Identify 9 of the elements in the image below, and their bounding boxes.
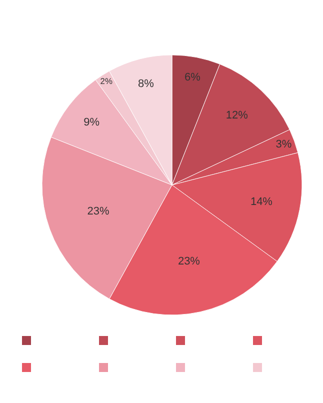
data-label: 9% <box>84 116 100 129</box>
data-label: 3% <box>276 138 292 151</box>
data-label: 6% <box>184 71 201 84</box>
data-label: 23% <box>178 255 200 268</box>
data-label: 2% <box>100 76 113 86</box>
data-label: 14% <box>250 196 273 208</box>
data-label: 12% <box>226 110 248 122</box>
data-label: 8% <box>138 78 154 90</box>
data-label: 23% <box>87 205 110 218</box>
